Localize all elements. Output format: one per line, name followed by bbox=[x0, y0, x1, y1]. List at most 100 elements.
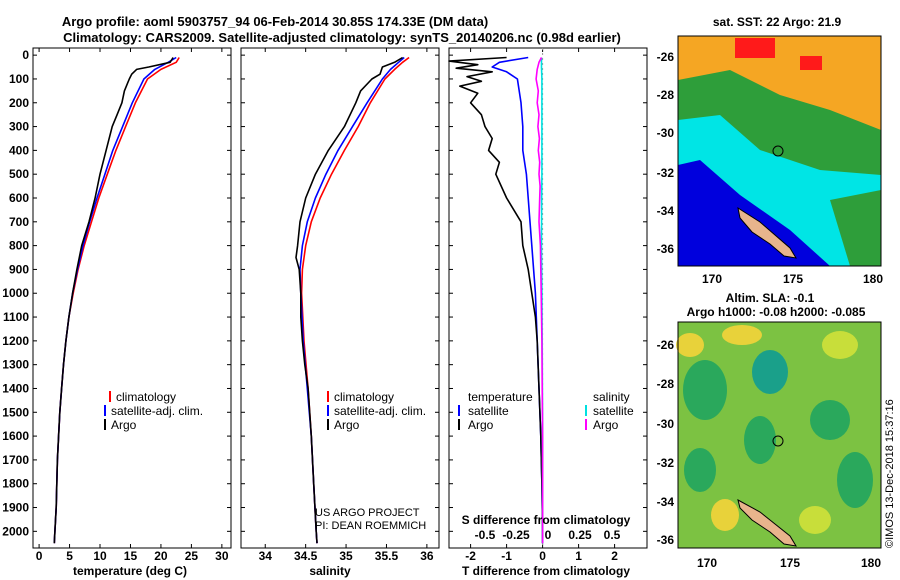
sla-map-title-2: Argo h1000: -0.08 h2000: -0.085 bbox=[687, 305, 866, 319]
sst-map-title: sat. SST: 22 Argo: 21.9 bbox=[713, 15, 842, 29]
x-tick-label: 30 bbox=[215, 549, 229, 563]
legend-swatch-climatology bbox=[327, 391, 329, 402]
x-tick-label: 35.5 bbox=[375, 549, 399, 563]
x-tick-label: 20 bbox=[154, 549, 168, 563]
lat-tick: -30 bbox=[657, 126, 675, 140]
salinity-panel bbox=[240, 47, 440, 549]
sst-land-new-zealand bbox=[737, 206, 797, 259]
sla-blob-high bbox=[799, 506, 831, 534]
legend-swatch-argo bbox=[327, 419, 329, 430]
s-difference-ticks: -0.5 -0.25 0 0.25 0.5 bbox=[475, 528, 621, 542]
difference-legend: temperature satellite Argo salinity sate… bbox=[458, 390, 634, 432]
depth-tick-label: 200 bbox=[9, 96, 29, 110]
lat-tick: -28 bbox=[657, 88, 675, 102]
legend-label-satellite: satellite-adj. clim. bbox=[334, 404, 426, 418]
s-tick: 0 bbox=[545, 528, 552, 542]
x-tick-label: 2 bbox=[611, 549, 618, 563]
depth-tick-label: 900 bbox=[9, 262, 29, 276]
x-tick-label: 5 bbox=[66, 549, 73, 563]
sla-map-frame bbox=[677, 321, 882, 549]
depth-tick-label: 1100 bbox=[3, 310, 29, 324]
legend-swatch-argo bbox=[104, 419, 106, 430]
sst-red-patch bbox=[800, 56, 822, 70]
lat-tick: -26 bbox=[657, 50, 675, 64]
depth-tick-label: 800 bbox=[9, 239, 29, 253]
lon-tick: 175 bbox=[783, 272, 803, 286]
depth-tick-label: 1300 bbox=[2, 358, 29, 372]
legend-label-climatology: climatology bbox=[334, 390, 394, 404]
lon-tick: 170 bbox=[702, 272, 722, 286]
imos-stamp: ©IMOS 13-Dec-2018 15:37:16 bbox=[884, 399, 896, 548]
depth-tick-label: 1800 bbox=[2, 477, 29, 491]
temperature-legend: climatology satellite-adj. clim. Argo bbox=[104, 390, 203, 432]
x-tick-label: -1 bbox=[501, 549, 512, 563]
legend-swatch-satellite bbox=[104, 405, 106, 416]
lat-tick: -32 bbox=[657, 456, 675, 470]
sla-lon-ticks: 170 175 180 bbox=[697, 556, 881, 570]
legend-swatch-temp-argo bbox=[458, 419, 460, 430]
legend-label-satellite: satellite-adj. clim. bbox=[111, 404, 203, 418]
legend-swatch-sal-argo bbox=[585, 419, 587, 430]
depth-tick-label: 1700 bbox=[2, 453, 29, 467]
temperature-panel bbox=[32, 47, 232, 549]
depth-tick-label: 1200 bbox=[2, 334, 29, 348]
depth-tick-label: 0 bbox=[22, 48, 29, 62]
legend-swatch-climatology bbox=[109, 391, 111, 402]
depth-tick-label: 1000 bbox=[2, 286, 29, 300]
sla-float-location bbox=[772, 435, 784, 447]
lon-tick: 180 bbox=[863, 272, 883, 286]
legend-swatch-temp-satellite bbox=[458, 405, 460, 416]
x-tick-label: 0 bbox=[36, 549, 43, 563]
difference-axis-label: T difference from climatology bbox=[462, 564, 630, 578]
sst-lat-ticks: -26 -28 -30 -32 -34 -36 bbox=[657, 50, 675, 256]
x-tick-label: 1 bbox=[575, 549, 582, 563]
sla-lat-ticks: -26 -28 -30 -32 -34 -36 bbox=[657, 338, 675, 547]
legend-swatch-satellite bbox=[327, 405, 329, 416]
depth-tick-label: 500 bbox=[9, 167, 29, 181]
series-line-salinity-argo bbox=[535, 57, 544, 544]
legend-label-temp-argo: Argo bbox=[468, 418, 494, 432]
sst-map-frame bbox=[677, 35, 882, 267]
sla-blob bbox=[684, 448, 716, 492]
depth-tick-label: 1500 bbox=[2, 405, 29, 419]
sla-land-new-zealand bbox=[737, 499, 797, 547]
legend-swatch-sal-satellite bbox=[585, 405, 587, 416]
s-difference-title: S difference from climatology bbox=[462, 513, 631, 527]
lon-tick: 175 bbox=[780, 556, 800, 570]
depth-tick-label: 600 bbox=[9, 191, 29, 205]
sla-blob bbox=[837, 452, 873, 508]
depth-tick-label: 700 bbox=[9, 215, 29, 229]
x-tick-label: 0 bbox=[539, 549, 546, 563]
legend-label-sal-satellite: satellite bbox=[593, 404, 634, 418]
sla-map bbox=[676, 321, 882, 549]
lat-tick: -26 bbox=[657, 338, 675, 352]
sla-blob bbox=[752, 350, 788, 394]
sla-blob bbox=[683, 360, 727, 420]
legend-label-climatology: climatology bbox=[116, 390, 176, 404]
sst-float-location bbox=[772, 145, 784, 157]
lat-tick: -30 bbox=[657, 417, 675, 431]
x-tick-label: 34.5 bbox=[294, 549, 318, 563]
depth-tick-label: 1600 bbox=[2, 429, 29, 443]
x-tick-label: 15 bbox=[124, 549, 138, 563]
sst-green-patch bbox=[830, 190, 881, 266]
series-line-temperature-argo bbox=[448, 56, 544, 544]
lat-tick: -36 bbox=[657, 533, 675, 547]
depth-tick-label: 300 bbox=[9, 120, 29, 134]
legend-label-argo: Argo bbox=[334, 418, 360, 432]
x-tick-label: 10 bbox=[93, 549, 107, 563]
legend-label-argo: Argo bbox=[111, 418, 137, 432]
sla-blob bbox=[810, 400, 850, 440]
x-tick-label: -2 bbox=[465, 549, 476, 563]
plot-layer: 0 5 10 15 20 25 30 34 34.5 35 35.5 36 -2 -1 0 1 2 bbox=[36, 48, 618, 563]
lat-tick: -28 bbox=[657, 377, 675, 391]
lon-tick: 180 bbox=[861, 556, 881, 570]
legend-label-temp-satellite: satellite bbox=[468, 404, 509, 418]
s-tick: 0.25 bbox=[568, 528, 592, 542]
s-tick: -0.25 bbox=[502, 528, 530, 542]
depth-tick-label: 1400 bbox=[2, 381, 29, 395]
difference-panel bbox=[448, 47, 648, 549]
credit-line-1: US ARGO PROJECT bbox=[315, 507, 420, 519]
sst-map bbox=[677, 35, 882, 267]
